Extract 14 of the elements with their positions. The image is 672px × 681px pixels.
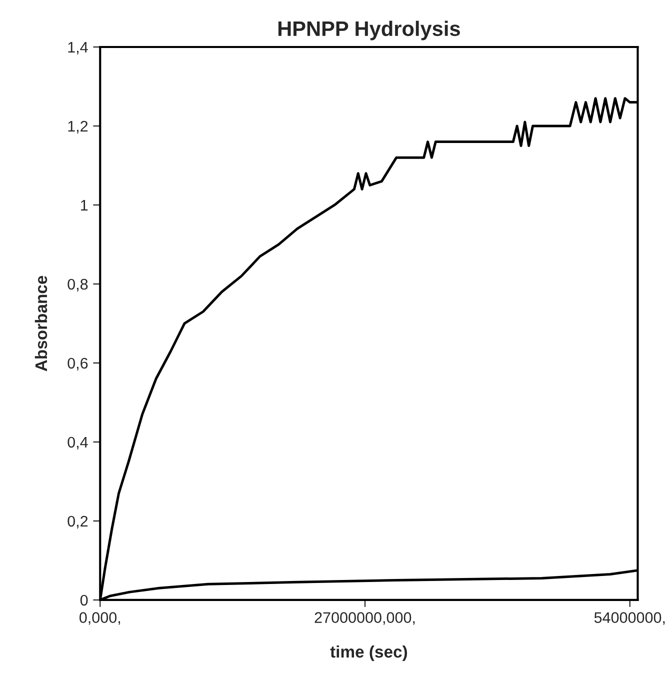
y-tick-label: 0,2 xyxy=(68,516,88,528)
y-tick-label: 0,4 xyxy=(68,436,88,450)
x-axis-title: time (sec) xyxy=(330,645,408,661)
y-tick-label: 1,4 xyxy=(68,42,88,54)
x-tick-label: 27000000,000, xyxy=(314,612,415,625)
y-tick-label: 0,6 xyxy=(68,358,88,370)
x-tick-label: 54000000, xyxy=(594,612,665,625)
chart-title: HPNPP Hydrolysis xyxy=(278,20,460,40)
y-tick-label: 1,2 xyxy=(68,120,88,134)
y-tick-label: 1 xyxy=(80,200,88,211)
y-tick-label: 0 xyxy=(80,594,88,606)
x-tick-label: 0,000, xyxy=(79,612,120,625)
y-tick-label: 0,8 xyxy=(68,278,88,292)
y-axis-title: Absorbance xyxy=(34,276,48,372)
